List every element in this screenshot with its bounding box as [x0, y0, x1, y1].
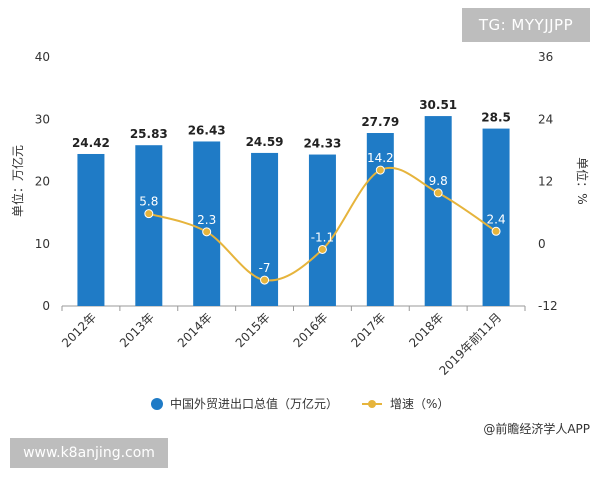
bar-value-label: 28.5 — [481, 111, 511, 125]
line-value-label: 2.3 — [197, 213, 216, 227]
bar — [77, 153, 105, 306]
bar-value-label: 27.79 — [361, 115, 399, 129]
watermark-site: www.k8anjing.com — [10, 438, 168, 468]
bar-value-label: 24.42 — [72, 136, 110, 150]
x-tick-label: 2019年前11月 — [436, 310, 504, 378]
y-right-tick-label: 12 — [538, 175, 553, 189]
line-series: 5.8 2.3 -7 -1.1 14.2 9.8 2.4 — [139, 151, 506, 285]
x-tick-label: 2017年 — [348, 310, 388, 350]
legend-bar-label: 中国外贸进出口总值（万亿元） — [170, 396, 338, 411]
line-point — [144, 209, 154, 219]
y-left-tick-label: 0 — [42, 299, 50, 313]
y-right-tick-label: 0 — [538, 237, 546, 251]
line-value-label: -7 — [259, 261, 271, 275]
y-right-tick-label: 36 — [538, 50, 553, 64]
source-credit: @前瞻经济学人APP — [483, 422, 590, 436]
y-left-tick-label: 10 — [35, 237, 50, 251]
x-tick-label: 2016年 — [291, 310, 331, 350]
x-tick-label: 2014年 — [175, 310, 215, 350]
bar-value-label: 24.59 — [246, 135, 284, 149]
legend-bar-marker — [151, 398, 163, 410]
line-value-label: 5.8 — [139, 195, 158, 209]
line-point — [260, 275, 270, 285]
y-left-tick-label: 40 — [35, 50, 50, 64]
legend: 中国外贸进出口总值（万亿元） 增速（%） — [151, 396, 449, 411]
bar-value-label: 25.83 — [130, 127, 168, 141]
bar-value-label: 30.51 — [419, 98, 457, 112]
y-right-tick-label: -12 — [538, 299, 558, 313]
line-point — [433, 188, 443, 198]
bar — [424, 116, 452, 306]
line-value-label: 9.8 — [429, 174, 448, 188]
line-value-label: 2.4 — [487, 212, 506, 226]
bar — [135, 145, 163, 306]
legend-line-label: 增速（%） — [390, 397, 449, 411]
watermark-tag: TG: MYYJJPP — [462, 8, 590, 42]
line-value-label: -1.1 — [311, 230, 334, 244]
line-point — [375, 165, 385, 175]
y-left-tick-label: 20 — [35, 175, 50, 189]
bar — [366, 133, 394, 306]
y-left-tick-label: 30 — [35, 112, 50, 126]
bar — [193, 141, 221, 306]
bar — [308, 154, 336, 306]
line-point — [317, 244, 327, 254]
x-tick-label: 2018年 — [406, 310, 446, 350]
bar — [482, 128, 510, 306]
legend-line-dot — [368, 400, 376, 408]
y-left-axis-title: 单位：万亿元 — [10, 145, 25, 217]
line-point — [491, 226, 501, 236]
x-tick-label: 2012年 — [59, 310, 99, 350]
x-tick-label: 2015年 — [233, 310, 273, 350]
bar-value-label: 24.33 — [303, 137, 341, 151]
x-tick-label: 2013年 — [117, 310, 157, 350]
y-right-tick-label: 24 — [538, 112, 553, 126]
line-point — [202, 227, 212, 237]
y-right-axis-title: 单位：% — [575, 157, 590, 204]
bar-value-label: 26.43 — [188, 123, 226, 137]
line-value-label: 14.2 — [367, 151, 394, 165]
